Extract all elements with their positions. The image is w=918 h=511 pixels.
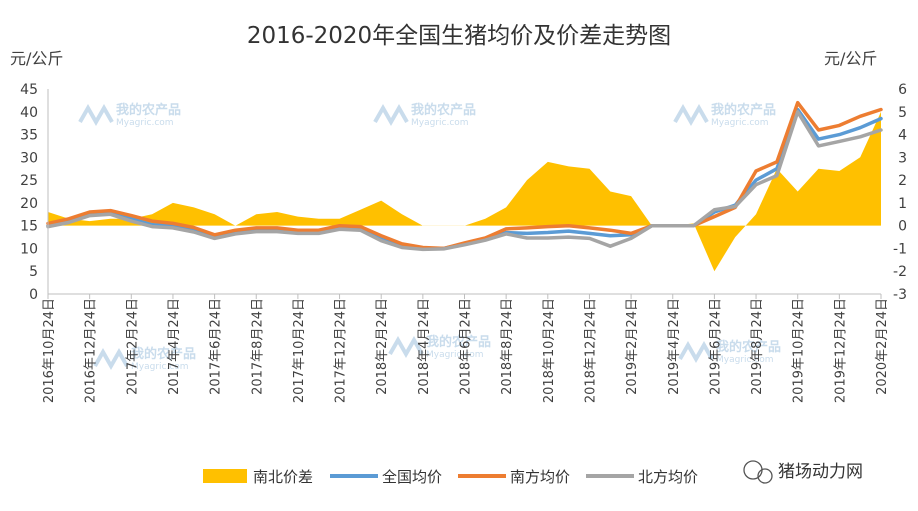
x-tick-label: 2020年2月24日: [875, 298, 890, 395]
watermark-logo-icon: [78, 103, 114, 127]
legend-swatch: [203, 469, 247, 483]
legend-label: 南北价差: [253, 468, 313, 486]
line-series-south: [46, 100, 883, 251]
right-tick-label: 6: [898, 82, 907, 98]
watermark-subtext: Myagric.com: [711, 118, 769, 128]
x-tick-label: 2016年12月24日: [84, 298, 99, 403]
legend-label: 北方均价: [638, 468, 698, 486]
watermark-text: 我的农产品: [711, 102, 776, 118]
left-tick-label: 45: [20, 82, 38, 98]
x-tick-label: 2018年10月24日: [542, 298, 557, 403]
x-tick-label: 2017年4月24日: [167, 298, 182, 395]
legend-item-south: 南方均价: [458, 468, 570, 486]
x-tick-label: 2019年6月24日: [708, 298, 723, 395]
x-tick-label: 2017年10月24日: [292, 298, 307, 403]
x-tick-label: 2017年12月24日: [334, 298, 349, 403]
x-tick-label: 2019年10月24日: [792, 298, 807, 403]
watermark-text: 我的农产品: [716, 339, 781, 355]
right-tick-label: 4: [898, 128, 907, 144]
x-tick-label: 2018年2月24日: [375, 298, 390, 395]
watermark-text: 我的农产品: [411, 102, 476, 118]
watermark-subtext: Myagric.com: [716, 355, 774, 365]
watermark-text: 我的农产品: [131, 346, 196, 362]
watermark-subtext: Myagric.com: [426, 350, 484, 360]
legend-label: 南方均价: [510, 468, 570, 486]
watermark-logo-icon: [373, 103, 409, 127]
left-tick-label: 10: [20, 241, 38, 257]
right-tick-label: 3: [898, 150, 907, 166]
watermarks: 我的农产品Myagric.com我的农产品Myagric.com我的农产品Mya…: [78, 102, 781, 372]
legend: 南北价差 全国均价 南方均价 北方均价: [203, 468, 698, 486]
watermark-subtext: Myagric.com: [411, 118, 469, 128]
watermark-logo-icon: [673, 103, 709, 127]
right-tick-label: -1: [893, 241, 907, 257]
x-tick-label: 2018年6月24日: [459, 298, 474, 395]
watermark-logo-icon: [678, 340, 714, 364]
x-tick-label: 2018年12月24日: [583, 298, 598, 403]
watermark-subtext: Myagric.com: [116, 118, 174, 128]
legend-label: 全国均价: [382, 468, 442, 486]
left-tick-label: 40: [20, 105, 38, 121]
watermark-subtext: Myagric.com: [131, 362, 189, 372]
left-tick-label: 35: [20, 128, 38, 144]
right-tick-label: -3: [893, 287, 907, 303]
axes: 051015202530354045-3-2-101234562016年10月2…: [20, 82, 907, 403]
brand-logo: 猪场动力网: [743, 460, 863, 484]
line-series-north: [46, 110, 883, 252]
x-tick-label: 2018年8月24日: [500, 298, 515, 395]
x-tick-label: 2017年6月24日: [209, 298, 224, 395]
x-tick-label: 2019年12月24日: [833, 298, 848, 403]
right-tick-label: 0: [898, 219, 907, 235]
right-tick-label: -2: [893, 264, 907, 280]
right-axis-unit: 元/公斤: [824, 49, 877, 68]
brand-name: 猪场动力网: [778, 462, 863, 482]
left-tick-label: 30: [20, 150, 38, 166]
x-tick-label: 2019年2月24日: [625, 298, 640, 395]
plot-area: [46, 100, 883, 272]
left-axis-unit: 元/公斤: [10, 49, 63, 68]
x-tick-label: 2018年4月24日: [417, 298, 432, 395]
x-tick-label: 2017年8月24日: [250, 298, 265, 395]
x-tick-label: 2017年2月24日: [125, 298, 140, 395]
legend-item-national: 全国均价: [330, 468, 442, 486]
right-tick-label: 2: [898, 173, 907, 189]
watermark-text: 我的农产品: [116, 102, 181, 118]
left-tick-label: 15: [20, 219, 38, 235]
x-tick-label: 2019年8月24日: [750, 298, 765, 395]
x-tick-label: 2016年10月24日: [42, 298, 57, 403]
x-tick-label: 2019年4月24日: [667, 298, 682, 395]
area-series-south-north-spread: [48, 111, 881, 272]
watermark-text: 我的农产品: [426, 334, 491, 350]
left-tick-label: 25: [20, 173, 38, 189]
right-tick-label: 1: [898, 196, 907, 212]
chart-title: 2016-2020年全国生猪均价及价差走势图: [247, 23, 671, 49]
right-tick-label: 5: [898, 105, 907, 121]
legend-item-north: 北方均价: [586, 468, 698, 486]
left-tick-label: 20: [20, 196, 38, 212]
watermark-logo-icon: [388, 335, 424, 359]
left-tick-label: 5: [29, 264, 38, 280]
wechat-icon-small: [757, 468, 773, 484]
wechat-icon: [743, 460, 763, 480]
left-tick-label: 0: [29, 287, 38, 303]
watermark-logo-icon: [93, 347, 129, 371]
legend-item-south-north-spread: 南北价差: [203, 468, 313, 486]
